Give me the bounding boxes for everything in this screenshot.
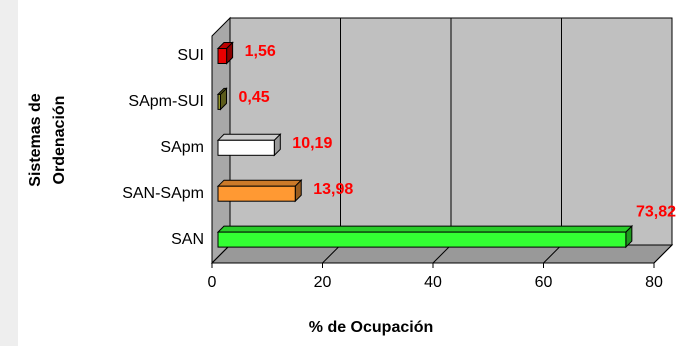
category-label: SApm (160, 139, 204, 156)
bar (216, 133, 282, 157)
grid-line (322, 244, 341, 264)
x-tick-label: 40 (424, 274, 442, 291)
bar (216, 178, 303, 203)
bar-front (217, 185, 296, 202)
x-tick-label: 80 (645, 274, 663, 291)
bar (216, 224, 634, 249)
value-label: 73,82 (636, 203, 676, 220)
value-label: 13,98 (313, 181, 353, 198)
x-tick-label: 0 (208, 274, 217, 291)
grid-line (543, 244, 562, 264)
bar-top (216, 179, 303, 187)
bar-front (217, 48, 228, 64)
bar (216, 87, 228, 111)
grid-line (432, 244, 452, 264)
bar-top (216, 225, 634, 233)
category-label: SUI (177, 47, 204, 64)
side-strip (0, 0, 18, 346)
category-label: SAN-SApm (122, 185, 204, 202)
value-label: 1,56 (245, 43, 276, 60)
grid-line (211, 244, 231, 264)
bar-front (217, 139, 275, 156)
category-label: SAN (171, 231, 204, 248)
bar-top (216, 133, 282, 141)
y-axis-title-line: Ordenación (51, 96, 68, 185)
y-axis-title: Sistemas de Ordenación (27, 93, 68, 186)
x-tick-label: 60 (535, 274, 553, 291)
value-label: 0,45 (238, 89, 269, 106)
x-axis-title: % de Ocupación (309, 319, 433, 336)
category-label: SApm-SUI (128, 93, 204, 110)
grid-line (653, 244, 673, 264)
x-tick-label: 20 (314, 274, 332, 291)
bar (216, 41, 234, 65)
bar-front (217, 93, 221, 110)
value-label: 10,19 (292, 135, 332, 152)
bar-front (217, 231, 627, 248)
y-axis-title-line: Sistemas de (27, 93, 44, 186)
